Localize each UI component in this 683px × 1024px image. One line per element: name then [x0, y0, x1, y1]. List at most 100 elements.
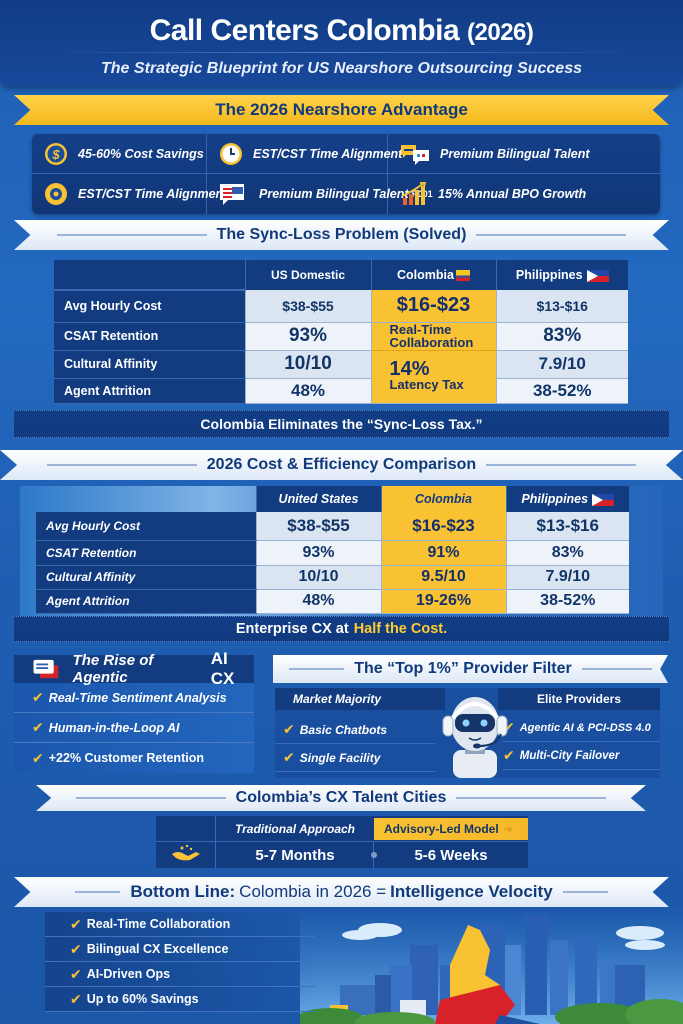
ribbon-divider — [456, 797, 607, 799]
cell-colombia: $16-$23 — [380, 512, 506, 541]
colombia-cityscape-illustration — [300, 905, 683, 1024]
table-row: Avg Hourly Cost $38-$55 $16-$23 $13-$16 — [54, 290, 628, 323]
table-row: Cultural Affinity 10/10 14% Latency Tax … — [54, 350, 628, 404]
list-item: ✔ Agentic AI & PCI-DSS 4.0 — [503, 714, 660, 742]
section-ribbon-bottom-line: Bottom Line: Colombia in 2026 = Intellig… — [14, 877, 669, 907]
cell-colombia-latency: 14% Latency Tax — [370, 350, 496, 404]
philippines-flag-icon — [586, 269, 609, 282]
list-item: ✔ Human-in-the-Loop AI — [14, 713, 254, 743]
cell-ph: $13-$16 — [495, 290, 628, 323]
row-label: Cultural Affinity — [36, 565, 256, 590]
cell-us: 93% — [255, 540, 381, 566]
checkmark-icon: ✔ — [70, 965, 82, 982]
checkmark-icon: ✔ — [503, 747, 515, 763]
list-item: ✔ Bilingual CX Excellence — [45, 937, 315, 962]
table-row: Avg Hourly Cost $38-$55 $16-$23 $13-$16 — [36, 512, 629, 541]
agentic-ai-list: ✔ Real-Time Sentiment Analysis ✔ Human-in-… — [14, 683, 254, 773]
cell-us: 48% — [255, 589, 381, 614]
table-header-row: United States Colombia Philippines — [36, 486, 629, 512]
checkmark-icon: ✔ — [70, 990, 82, 1007]
table-row: CSAT Retention 93% 91% 83% — [36, 540, 629, 566]
checkmark-icon: ✔ — [503, 719, 515, 735]
growth-chart-icon — [401, 182, 427, 205]
speech-bubbles-icon — [401, 144, 429, 165]
ribbon-divider — [75, 797, 226, 799]
cost-efficiency-footer: Enterprise CX at Half the Cost. — [14, 616, 669, 642]
checkmark-icon: ✔ — [283, 749, 295, 765]
cell-us: 10/10 — [244, 350, 371, 379]
cell-ph: 7.9/10 — [505, 565, 629, 590]
checkmark-icon: ✔ — [70, 915, 82, 932]
checkmark-icon: ✔ — [70, 940, 82, 957]
ribbon-divider — [56, 234, 207, 236]
row-label: Avg Hourly Cost — [54, 290, 245, 323]
advisory-duration: 5-6 Weeks — [414, 846, 488, 864]
market-majority-heading: Market Majority — [275, 688, 445, 710]
ribbon-divider — [562, 891, 608, 893]
talent-timeline-table: Traditional Approach Advisory-Led Model … — [156, 816, 528, 868]
checkmark-icon: ✔ — [283, 721, 295, 737]
sync-loss-footer: Colombia Eliminates the “Sync-Loss Tax.” — [14, 410, 669, 438]
list-item: ✔ Real-Time Collaboration — [45, 912, 315, 937]
cell-ph: 38-52% — [505, 589, 629, 614]
section-ribbon-talent-cities: Colombia’s CX Talent Cities — [36, 785, 646, 811]
cost-efficiency-table: United States Colombia Philippines Avg H… — [36, 486, 629, 614]
checkmark-icon: ✔ — [32, 689, 44, 705]
page-subtitle: The Strategic Blueprint for US Nearshore… — [101, 60, 582, 77]
arrow-right-icon: ➜ — [502, 822, 513, 836]
cell-ph: 7.9/10 — [495, 350, 628, 379]
column-header-us: United States — [255, 486, 381, 512]
sync-loss-table: US Domestic Colombia Philippines Avg Hou… — [54, 260, 628, 404]
advantage-item: EST/CST Time Alignment — [32, 174, 227, 214]
list-item: ✔ Single Facility — [275, 744, 435, 772]
handshake-hand-icon — [172, 844, 200, 861]
table-row: Cultural Affinity 10/10 9.5/10 7.9/10 — [36, 565, 629, 590]
cell-colombia: 9.5/10 — [380, 565, 506, 590]
cell-ph: 83% — [505, 540, 629, 566]
bottom-line-list: ✔ Real-Time Collaboration ✔ Bilingual CX E… — [45, 912, 315, 1012]
traditional-approach-heading: Traditional Approach — [234, 821, 355, 836]
checkmark-icon: ✔ — [32, 749, 44, 766]
list-item: ✔ Multi-City Failover — [503, 742, 660, 770]
svg-text:$: $ — [51, 147, 60, 162]
column-header-colombia: Colombia — [380, 486, 506, 512]
column-header-colombia: Colombia — [370, 260, 496, 290]
advantage-panel: $ 45-60% Cost Savings EST/CST Time Align… — [32, 134, 660, 214]
table-row: Agent Attrition 48% 38-52% — [54, 378, 628, 404]
row-label: Agent Attrition — [54, 378, 245, 404]
column-header-philippines: Philippines — [495, 260, 628, 290]
provider-comparison: Market Majority Elite Providers ✔ Basic C… — [275, 688, 660, 778]
advantage-item: EST/CST Time Alignment — [207, 134, 402, 174]
elite-providers-heading: Elite Providers — [498, 688, 660, 710]
provider-filter-panel: The “Top 1%” Provider Filter Market Majo… — [273, 655, 668, 778]
page-title: Call Centers Colombia (2026) — [149, 14, 534, 47]
ribbon-divider — [75, 891, 121, 893]
advantage-item: Premium Bilingual Talent P001 — [207, 174, 433, 214]
cell-us: 93% — [244, 322, 371, 351]
section-ribbon-cost-efficiency: 2026 Cost & Efficiency Comparison — [0, 450, 683, 480]
cell-colombia: 19-26% — [380, 589, 506, 614]
cell-ph: 38-52% — [495, 378, 628, 404]
cell-ph: 83% — [495, 322, 628, 351]
list-item: ✔ +22% Customer Retention — [32, 749, 204, 766]
ribbon-divider — [486, 464, 637, 466]
table-row: CSAT Retention 93% Real-Time Collaborati… — [54, 322, 628, 351]
section-ribbon-sync-loss: The Sync-Loss Problem (Solved) — [14, 220, 669, 250]
agentic-ai-panel: The Rise of Agentic AI CX ✔ Real-Time Sen… — [14, 649, 254, 777]
cell-colombia-cost: $16-$23 — [370, 290, 496, 323]
row-label: Cultural Affinity — [54, 350, 245, 379]
ribbon-divider — [46, 464, 197, 466]
ribbon-divider — [289, 668, 345, 670]
column-header-us: US Domestic — [244, 260, 371, 290]
list-item: ✔ AI-Driven Ops — [45, 962, 315, 987]
chat-flag-icon — [220, 184, 244, 205]
chat-window-icon — [33, 659, 59, 679]
cell-us: 48% — [244, 378, 371, 404]
column-header-philippines: Philippines — [505, 486, 629, 512]
gear-icon — [45, 183, 67, 205]
robot-headset-icon — [442, 697, 508, 778]
row-label: Agent Attrition — [36, 589, 256, 614]
colombia-flag-icon — [455, 270, 470, 282]
checkmark-icon: ✔ — [32, 719, 44, 735]
section-ribbon-advantage: The 2026 Nearshore Advantage — [14, 95, 669, 125]
